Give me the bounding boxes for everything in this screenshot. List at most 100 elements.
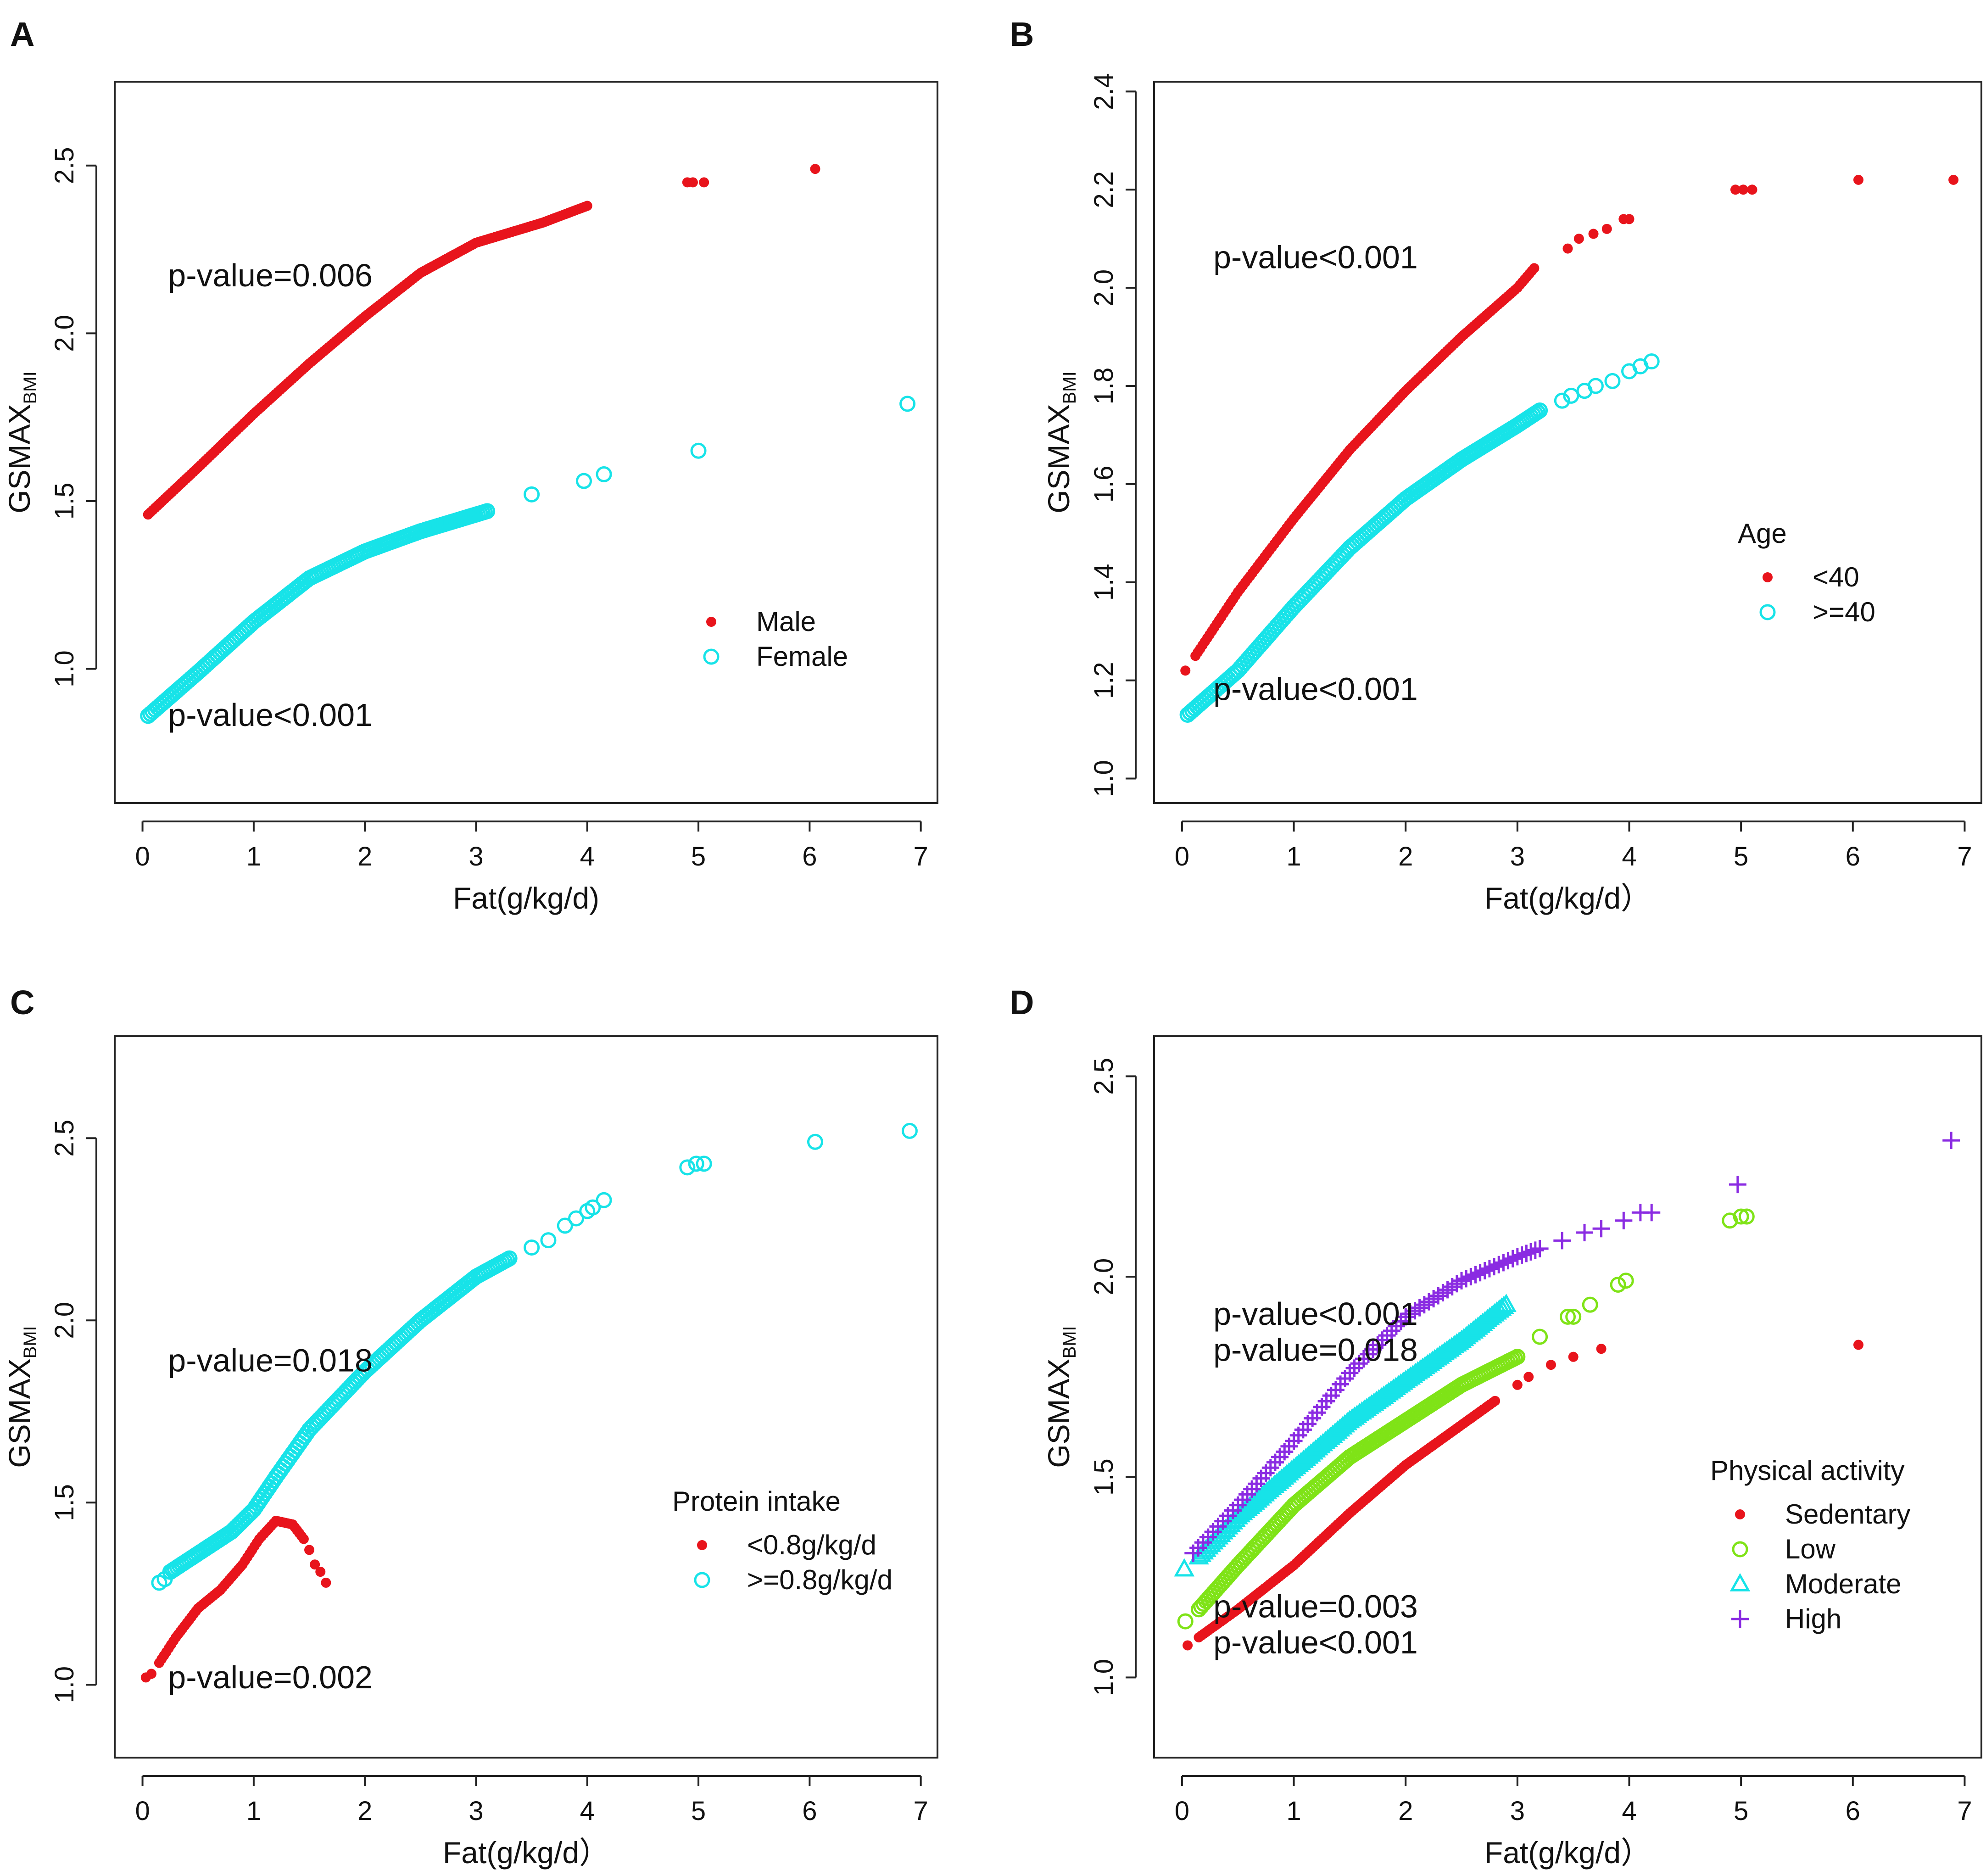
x-axis-title-d: Fat(g/kg/d） [1484, 1836, 1651, 1870]
data-point [1573, 234, 1584, 244]
data-point [1526, 1241, 1544, 1259]
data-point [1576, 1223, 1594, 1241]
series-d-sedentary [1183, 1340, 1863, 1651]
legend-label: Moderate [1785, 1569, 1901, 1599]
legend-marker [706, 617, 716, 627]
p-value-annotation: p-value<0.001 [1213, 671, 1418, 707]
data-point [1476, 1262, 1494, 1279]
data-point [1532, 1329, 1548, 1345]
panel-d: D 0 1 2 3 4 5 6 7 Fat(g/kg/d） 1.0 1.5 2.0 2.5 GSMAXBMI… [1010, 983, 1982, 1870]
y-axis-title-d: GSMAXBMI [1042, 1326, 1080, 1468]
data-point [1853, 1340, 1863, 1350]
y-tick-label-d: 2.0 [1089, 1258, 1119, 1295]
data-point [1174, 1558, 1195, 1577]
data-point [1588, 229, 1599, 239]
data-point [1480, 1260, 1498, 1278]
series-a-female [140, 396, 916, 724]
p-value-annotation: p-value=0.003 [1213, 1588, 1418, 1624]
y-tick-label-b: 1.6 [1089, 466, 1119, 503]
y-tick-label-b: 2.4 [1089, 73, 1119, 110]
data-point [1738, 1208, 1755, 1225]
x-tick-label-a: 2 [357, 842, 372, 871]
data-point [298, 1534, 309, 1544]
x-tick-label-a: 3 [469, 842, 483, 871]
data-point [501, 1250, 518, 1267]
y-tick-label-b: 2.0 [1089, 269, 1119, 307]
data-point [1508, 1248, 1526, 1266]
data-point [310, 1559, 320, 1570]
legend-label: Male [756, 606, 816, 637]
data-point [699, 177, 709, 188]
series-c--0-8g-kg-d [140, 1515, 331, 1683]
y-axis-title-sub: BMI [1060, 371, 1080, 404]
series-b--40 [1179, 353, 1660, 723]
y-axis-title-sub: BMI [20, 371, 40, 404]
data-point [1523, 1372, 1534, 1382]
data-point [1601, 223, 1612, 234]
data-point [156, 1571, 173, 1587]
y-tick-label-a: 1.5 [50, 483, 79, 520]
y-axis-title-main: GSMAX [1042, 1358, 1076, 1468]
data-point [1453, 1272, 1471, 1290]
x-tick-label-c: 1 [246, 1796, 261, 1826]
x-tick-label-b: 3 [1510, 842, 1525, 871]
data-point [1495, 1254, 1512, 1272]
legend-c: Protein intake <0.8g/kg/d >=0.8g/kg/d [672, 1486, 893, 1595]
x-tick-label-b: 0 [1175, 842, 1189, 871]
y-axis-title-sub: BMI [1060, 1326, 1080, 1358]
legend-marker [697, 1540, 707, 1550]
data-point [524, 1239, 540, 1256]
legend-label: <0.8g/kg/d [747, 1530, 876, 1560]
data-point [1411, 1299, 1428, 1317]
data-point [582, 201, 592, 211]
legend-marker [1729, 1573, 1751, 1591]
y-tick-label-a: 2.5 [50, 147, 79, 184]
x-axis-title-c: Fat(g/kg/d） [443, 1836, 609, 1870]
data-point [1434, 1284, 1452, 1301]
legend-marker [694, 1572, 710, 1588]
y-tick-label-d: 1.5 [1089, 1458, 1119, 1496]
data-point [1948, 174, 1959, 185]
data-point [1180, 665, 1191, 676]
y-axis-title-a: GSMAXBMI [2, 371, 40, 514]
data-point [1513, 1246, 1531, 1264]
data-point [1401, 1305, 1419, 1323]
p-value-annotation: p-value=0.018 [1213, 1332, 1418, 1368]
x-tick-label-c: 4 [580, 1796, 595, 1826]
y-tick-label-b: 1.2 [1089, 662, 1119, 699]
data-point [901, 1122, 918, 1139]
plot-frame-c [114, 1035, 938, 1759]
data-point [596, 1192, 612, 1208]
y-tick-label-c: 2.0 [50, 1302, 79, 1339]
data-point [315, 1567, 326, 1577]
data-point [1183, 1640, 1193, 1651]
series-b--40 [1180, 174, 1959, 676]
plot-frame-d [1153, 1035, 1982, 1759]
legend-title: Physical activity [1710, 1455, 1904, 1486]
series-a-male [143, 164, 820, 520]
data-point [1496, 1294, 1517, 1312]
data-point [1747, 184, 1757, 195]
data-point [810, 164, 820, 174]
panel-letter-c: C [10, 983, 34, 1022]
legend-marker [1763, 572, 1773, 582]
legend-label: <40 [1813, 562, 1859, 592]
x-tick-label-d: 5 [1734, 1796, 1748, 1826]
data-point [1531, 1240, 1549, 1257]
data-point [1942, 1132, 1960, 1150]
x-tick-label-d: 3 [1510, 1796, 1525, 1826]
y-tick-label-d: 1.0 [1089, 1659, 1119, 1696]
data-point [1177, 1613, 1194, 1630]
x-tick-label-a: 0 [135, 842, 150, 871]
legend-d: Physical activity Sedentary Low Moderate Hig… [1710, 1455, 1911, 1634]
panel-letter-a: A [10, 15, 34, 53]
data-point [1485, 1258, 1503, 1276]
data-point [1504, 1250, 1522, 1267]
data-point [557, 1217, 573, 1234]
data-point [304, 1545, 315, 1555]
data-point [568, 1210, 585, 1227]
series-d-low [1177, 1208, 1755, 1630]
y-tick-label-b: 1.0 [1089, 760, 1119, 797]
data-point [1429, 1287, 1447, 1305]
legend-label: Female [756, 641, 848, 672]
